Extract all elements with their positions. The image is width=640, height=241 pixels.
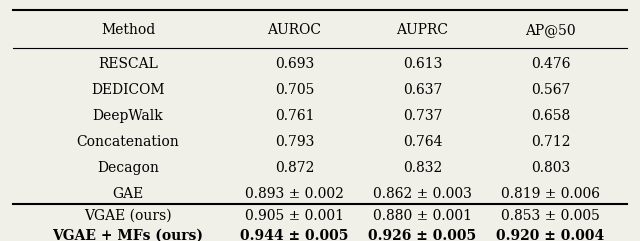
Text: 0.853 ± 0.005: 0.853 ± 0.005 xyxy=(501,209,600,223)
Text: 0.693: 0.693 xyxy=(275,57,314,71)
Text: 0.658: 0.658 xyxy=(531,109,570,123)
Text: DeepWalk: DeepWalk xyxy=(93,109,163,123)
Text: 0.905 ± 0.001: 0.905 ± 0.001 xyxy=(245,209,344,223)
Text: VGAE + MFs (ours): VGAE + MFs (ours) xyxy=(52,229,204,241)
Text: VGAE (ours): VGAE (ours) xyxy=(84,209,172,223)
Text: 0.712: 0.712 xyxy=(531,135,570,149)
Text: AUPRC: AUPRC xyxy=(396,23,449,37)
Text: 0.832: 0.832 xyxy=(403,161,442,175)
Text: 0.926 ± 0.005: 0.926 ± 0.005 xyxy=(369,229,476,241)
Text: 0.705: 0.705 xyxy=(275,83,314,97)
Text: AP@50: AP@50 xyxy=(525,23,576,37)
Text: 0.872: 0.872 xyxy=(275,161,314,175)
Text: 0.761: 0.761 xyxy=(275,109,314,123)
Text: 0.613: 0.613 xyxy=(403,57,442,71)
Text: Decagon: Decagon xyxy=(97,161,159,175)
Text: RESCAL: RESCAL xyxy=(98,57,158,71)
Text: 0.893 ± 0.002: 0.893 ± 0.002 xyxy=(245,187,344,201)
Text: 0.944 ± 0.005: 0.944 ± 0.005 xyxy=(240,229,349,241)
Text: Concatenation: Concatenation xyxy=(77,135,179,149)
Text: AUROC: AUROC xyxy=(268,23,321,37)
Text: Method: Method xyxy=(101,23,155,37)
Text: 0.793: 0.793 xyxy=(275,135,314,149)
Text: DEDICOM: DEDICOM xyxy=(92,83,164,97)
Text: 0.862 ± 0.003: 0.862 ± 0.003 xyxy=(373,187,472,201)
Text: 0.476: 0.476 xyxy=(531,57,570,71)
Text: 0.737: 0.737 xyxy=(403,109,442,123)
Text: 0.567: 0.567 xyxy=(531,83,570,97)
Text: 0.637: 0.637 xyxy=(403,83,442,97)
Text: 0.803: 0.803 xyxy=(531,161,570,175)
Text: GAE: GAE xyxy=(113,187,143,201)
Text: 0.920 ± 0.004: 0.920 ± 0.004 xyxy=(496,229,605,241)
Text: 0.819 ± 0.006: 0.819 ± 0.006 xyxy=(501,187,600,201)
Text: 0.764: 0.764 xyxy=(403,135,442,149)
Text: 0.880 ± 0.001: 0.880 ± 0.001 xyxy=(373,209,472,223)
